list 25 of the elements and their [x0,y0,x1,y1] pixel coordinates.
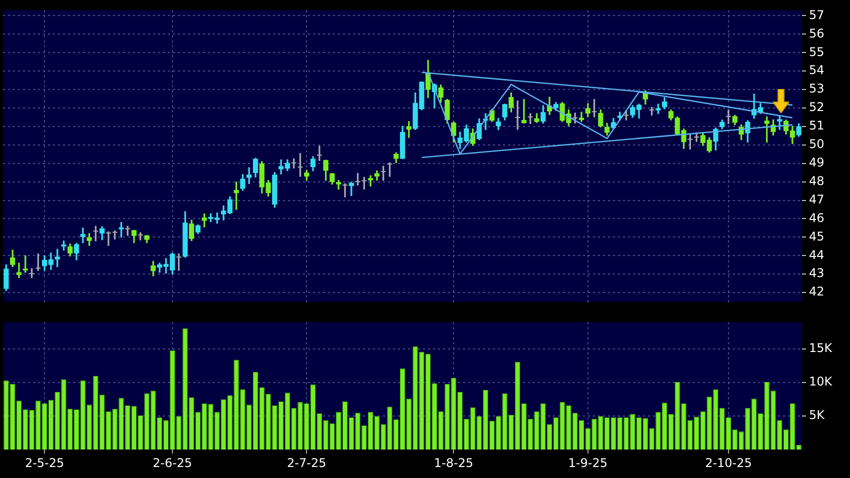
y-tick-label: 10K [809,374,834,389]
y-tick-label: 48 [809,174,824,188]
y-tick-label: 44 [809,248,824,262]
y-tick-label: 54 [809,63,824,78]
y-tick-label: 43 [809,266,824,280]
x-tick-label: 2-6-25 [152,456,192,470]
x-tick-label: 1-8-25 [434,456,474,470]
y-tick-label: 56 [809,26,824,40]
y-tick-label: 5K [809,408,826,422]
y-tick-label: 51 [809,118,824,133]
y-tick-label: 57 [809,8,824,22]
y-tick-label: 42 [809,284,824,299]
x-tick-label: 2-7-25 [287,456,326,470]
y-tick-label: 45 [809,229,824,244]
y-tick-label: 50 [809,137,824,152]
y-tick-label: 46 [809,210,824,225]
x-tick-label: 1-9-25 [568,456,608,470]
y-tick-label: 53 [809,82,824,96]
x-tick-label: 2-5-25 [24,456,64,470]
y-tick-label: 47 [809,192,824,206]
y-tick-label: 52 [809,100,824,114]
y-tick-label: 15K [809,341,834,356]
y-tick-label: 55 [809,44,824,59]
y-tick-label: 49 [809,156,824,170]
x-tick-label: 2-10-25 [705,456,752,470]
